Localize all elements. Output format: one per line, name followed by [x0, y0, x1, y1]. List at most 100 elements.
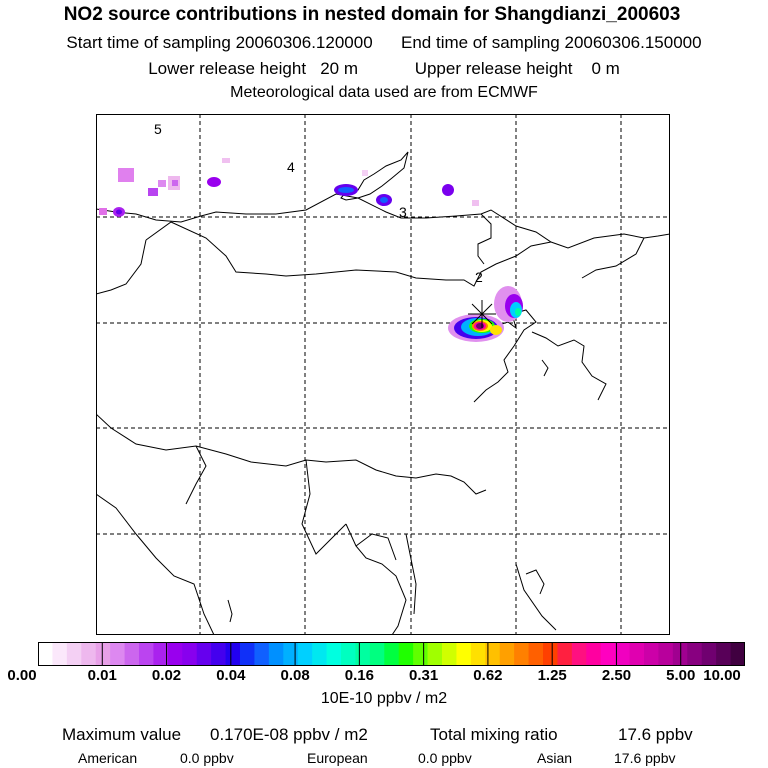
region-european-value: 0.0 ppbv	[418, 750, 472, 766]
colorbar-swatch	[615, 642, 631, 666]
map-panel: 5 4 3 2	[96, 114, 670, 635]
plume-cell	[172, 180, 178, 186]
colorbar-swatch	[167, 642, 183, 666]
upper-label: Upper release height	[414, 59, 573, 78]
colorbar-swatch	[413, 642, 429, 666]
plume-cell	[148, 188, 158, 196]
map-title: NO2 source contributions in nested domai…	[63, 4, 681, 25]
colorbar-swatch	[153, 642, 169, 666]
colorbar-swatch	[730, 642, 745, 666]
concentration-plumes	[99, 158, 523, 342]
colorbar-swatch	[341, 642, 357, 666]
colorbar-swatch	[716, 642, 732, 666]
end-label: End time of sampling	[401, 33, 560, 52]
country-borders	[96, 151, 670, 635]
plume-cell	[116, 209, 122, 215]
colorbar-swatch	[427, 642, 443, 666]
total-label: Total mixing ratio	[430, 725, 558, 744]
colorbar-swatch	[283, 642, 299, 666]
colorbar-swatch	[456, 642, 472, 666]
colorbar-swatch	[225, 642, 241, 666]
plume-cell	[222, 158, 230, 163]
colorbar-swatch	[470, 642, 486, 666]
receptor-star-icon	[468, 300, 496, 328]
colorbar-tick-label: 0.62	[473, 667, 503, 684]
colorbar-swatch	[600, 642, 616, 666]
colorbar-swatch	[66, 642, 82, 666]
colorbar-tick-label: 0.02	[151, 667, 182, 684]
plume-cell	[472, 200, 479, 206]
colorbar-swatch	[528, 642, 544, 666]
colorbar-swatch	[442, 642, 458, 666]
total-value: 17.6 ppbv	[618, 725, 693, 744]
colorbar-tick-label: 0.01	[87, 667, 117, 684]
upper-value: 0 m	[591, 59, 620, 78]
region-american-name: American	[78, 750, 138, 766]
colorbar-frame	[38, 642, 745, 666]
colorbar-swatch	[644, 642, 660, 666]
colorbar-swatch	[95, 642, 111, 666]
colorbar	[38, 642, 745, 666]
plume-cell	[207, 177, 221, 187]
colorbar-swatch	[586, 642, 602, 666]
map-frame	[96, 114, 670, 635]
plume-cell	[380, 197, 388, 203]
colorbar-swatch	[254, 642, 270, 666]
plume-cell	[515, 308, 521, 316]
colorbar-swatch	[384, 642, 400, 666]
plume-cell	[490, 325, 502, 335]
region-label-2: 2	[475, 269, 483, 285]
colorbar-swatch	[398, 642, 414, 666]
colorbar-swatch	[485, 642, 501, 666]
colorbar-tick-label: 1.25	[537, 667, 567, 684]
colorbar-units: 10E-10 ppbv / m2	[320, 690, 448, 707]
colorbar-swatch	[211, 642, 227, 666]
colorbar-swatch	[369, 642, 385, 666]
max-value: 0.170E-08 ppbv / m2	[210, 725, 368, 744]
colorbar-swatch	[557, 642, 573, 666]
region-asian-value: 17.6 ppbv	[614, 750, 676, 766]
colorbar-tick-label: 0.08	[280, 667, 310, 684]
colorbar-swatch	[139, 642, 155, 666]
region-label-5: 5	[154, 121, 162, 137]
colorbar-swatch	[240, 642, 256, 666]
sampling-times: Start time of sampling 20060306.120000 E…	[0, 33, 768, 53]
lower-label: Lower release height	[148, 59, 307, 78]
max-label: Maximum value	[62, 725, 182, 744]
colorbar-swatch	[52, 642, 68, 666]
lower-value: 20 m	[320, 59, 359, 78]
release-heights: Lower release height 20 m Upper release …	[0, 59, 768, 79]
meteo-source: Meteorological data used are from ECMWF	[230, 84, 538, 101]
colorbar-swatch	[543, 642, 559, 666]
colorbar-tick-label: 0.16	[344, 667, 374, 684]
colorbar-swatch	[571, 642, 587, 666]
colorbar-swatch	[297, 642, 313, 666]
plume-cell	[338, 187, 354, 193]
plume-cell	[99, 208, 107, 215]
start-label: Start time of sampling	[66, 33, 231, 52]
graticule	[96, 114, 670, 635]
colorbar-swatch	[182, 642, 198, 666]
colorbar-swatch	[268, 642, 284, 666]
plume-cell	[158, 180, 166, 187]
colorbar-swatch	[110, 642, 126, 666]
colorbar-swatch	[355, 642, 371, 666]
colorbar-swatch	[687, 642, 703, 666]
colorbar-tick-label: 5.00	[666, 667, 696, 684]
colorbar-swatch	[514, 642, 530, 666]
plume-cell	[442, 184, 454, 196]
colorbar-tick-label: 0.04	[216, 667, 246, 684]
plume-cell	[118, 168, 134, 182]
colorbar-swatch	[629, 642, 645, 666]
plume-cell	[362, 170, 368, 176]
colorbar-swatch	[196, 642, 212, 666]
end-value: 20060306.150000	[564, 33, 702, 52]
colorbar-swatch	[38, 642, 54, 666]
region-european-name: European	[307, 750, 368, 766]
colorbar-swatch	[701, 642, 717, 666]
region-label-4: 4	[287, 159, 295, 175]
colorbar-tick-label: 0.31	[409, 667, 439, 684]
region-american-value: 0.0 ppbv	[180, 750, 234, 766]
colorbar-tick-label: 0.00	[7, 667, 37, 684]
plume-cell	[476, 323, 484, 329]
